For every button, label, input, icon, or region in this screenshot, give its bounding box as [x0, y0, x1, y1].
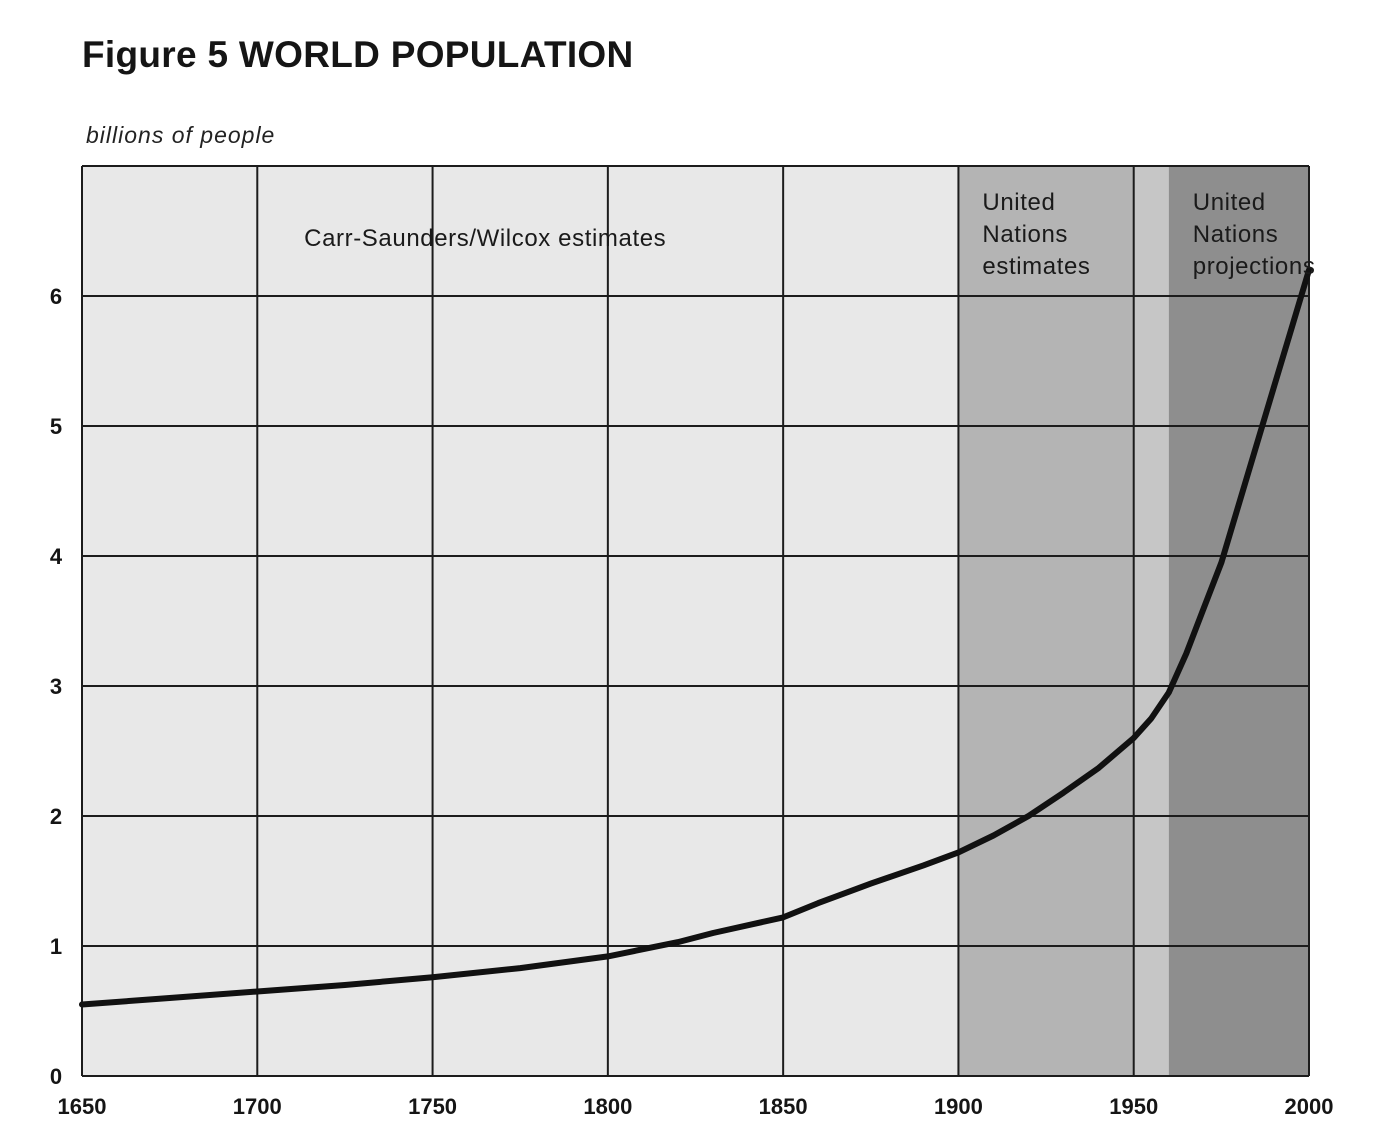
data-point-1830	[710, 930, 716, 936]
region-band-2	[1133, 166, 1169, 1076]
data-point-1940	[1096, 765, 1102, 771]
x-tick-label-1700: 1700	[233, 1094, 282, 1119]
data-point-1975	[1218, 559, 1224, 566]
x-tick-label-1850: 1850	[759, 1094, 808, 1119]
data-point-2000	[1306, 267, 1312, 273]
data-point-1995	[1288, 325, 1295, 332]
data-point-1820	[675, 939, 681, 945]
y-tick-label-2: 2	[50, 804, 62, 829]
data-point-1930	[1061, 790, 1067, 796]
y-tick-label-6: 6	[50, 284, 62, 309]
x-tick-label-1650: 1650	[58, 1094, 107, 1119]
region-label-3-line-1: Nations	[1193, 221, 1279, 248]
data-point-1970	[1201, 605, 1207, 611]
data-point-1890	[920, 862, 926, 869]
region-label-1-line-1: Nations	[982, 221, 1068, 248]
region-label-1-line-2: estimates	[982, 253, 1090, 280]
data-point-1955	[1148, 715, 1154, 722]
region-band-0	[82, 166, 959, 1076]
y-tick-label-3: 3	[50, 674, 62, 699]
x-tick-label-1800: 1800	[583, 1094, 632, 1119]
regions-layer	[82, 166, 1309, 1076]
data-point-1980	[1236, 501, 1242, 507]
data-point-1860	[815, 900, 821, 906]
grid-layer	[81, 165, 1310, 1077]
data-point-1875	[868, 881, 874, 887]
data-point-1960	[1166, 689, 1172, 696]
region-band-1	[958, 166, 1134, 1076]
data-point-1985	[1253, 442, 1260, 449]
y-tick-label-4: 4	[50, 544, 63, 569]
region-label-0: Carr-Saunders/Wilcox estimates	[304, 225, 666, 252]
data-point-1775	[517, 965, 523, 971]
data-point-1800	[605, 953, 611, 960]
chart-title: Figure 5 WORLD POPULATION	[82, 34, 634, 75]
data-point-1910	[990, 832, 997, 839]
y-tick-label-1: 1	[50, 934, 62, 959]
data-point-1750	[429, 974, 436, 980]
y-axis-label: billions of people	[86, 122, 276, 148]
data-point-1990	[1271, 384, 1277, 390]
x-tick-label-1950: 1950	[1109, 1094, 1158, 1119]
data-point-1850	[780, 914, 786, 921]
series-layer	[79, 267, 1312, 1008]
data-point-1965	[1183, 650, 1189, 657]
data-point-1675	[167, 995, 173, 1001]
data-point-1725	[342, 982, 348, 988]
y-tick-label-0: 0	[50, 1064, 62, 1089]
x-tick-label-1750: 1750	[408, 1094, 457, 1119]
region-label-1-line-0: United	[982, 189, 1055, 216]
region-label-3-line-2: projections	[1193, 253, 1316, 280]
region-band-3	[1168, 166, 1309, 1076]
data-point-1900	[955, 849, 962, 856]
region-labels-layer: Carr-Saunders/Wilcox estimates United Nati…	[304, 189, 1315, 280]
x-tick-label-2000: 2000	[1285, 1094, 1334, 1119]
x-tick-label-1900: 1900	[934, 1094, 983, 1119]
data-point-1950	[1131, 735, 1137, 741]
data-point-1650	[79, 1001, 85, 1008]
region-label-3-line-0: United	[1193, 189, 1266, 216]
data-point-1840	[745, 922, 751, 928]
data-point-1920	[1025, 813, 1032, 819]
data-point-1700	[254, 988, 260, 995]
y-tick-label-5: 5	[50, 414, 62, 439]
population-series-line	[79, 267, 1312, 1008]
ticks-layer: 1650 1700 1750 1800 1850 1900 1950 2000 0 1 2 3 4 5 6	[50, 284, 1334, 1119]
